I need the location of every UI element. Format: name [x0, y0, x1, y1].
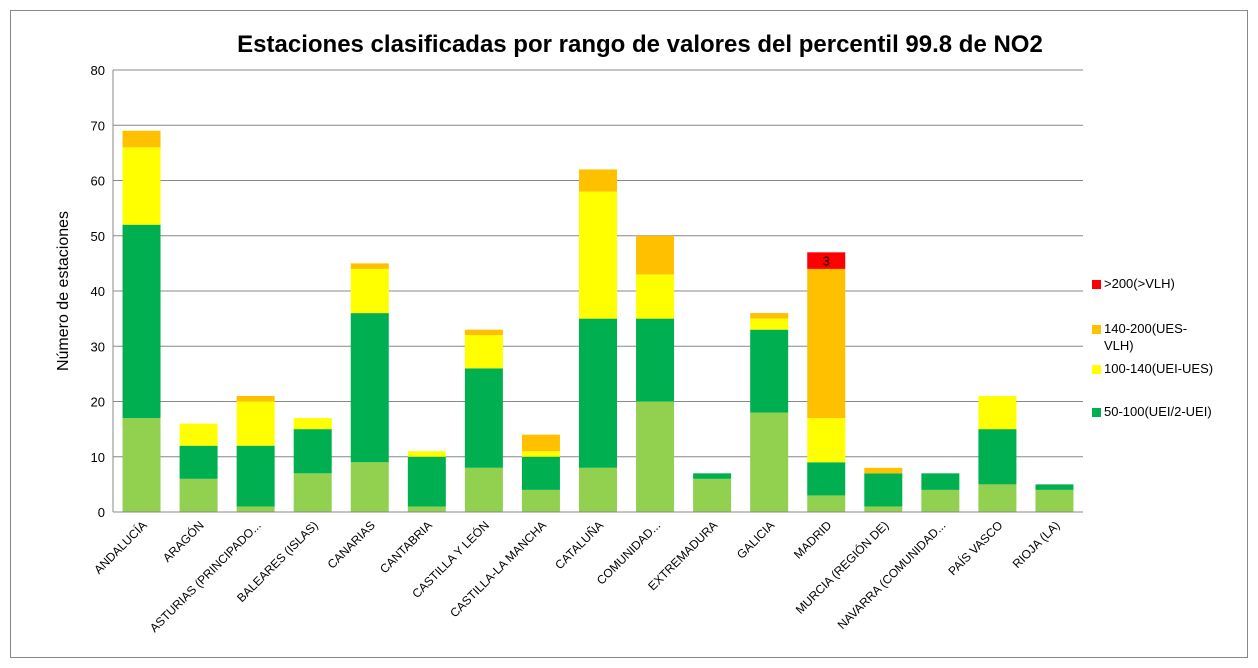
data-label: 3	[823, 254, 830, 269]
legend-label: 50-100(UEI/2-UEI)	[1104, 404, 1212, 419]
bar-segment	[293, 429, 332, 474]
chart-title: Estaciones clasificadas por rango de val…	[237, 31, 1043, 58]
legend-swatch	[1092, 280, 1101, 289]
bar-segment	[293, 418, 332, 430]
bar-segment	[579, 191, 617, 319]
bar-segment	[1035, 484, 1074, 490]
bar-segment	[579, 169, 617, 192]
x-tick-label: ASTURIAS (PRINCIPADO...	[147, 518, 264, 635]
bar-segment	[464, 467, 503, 512]
bar-segment	[750, 329, 789, 413]
y-tick-label: 40	[91, 284, 105, 299]
bar-segment	[750, 313, 789, 319]
x-tick-label: RIOJA (LA)	[1010, 518, 1063, 571]
y-axis-label: Número de estaciones	[55, 211, 72, 371]
bar-segment	[521, 456, 560, 490]
x-tick-label: GALICIA	[734, 518, 777, 561]
x-tick-label: MURCIA (REGIÓN DE)	[792, 518, 891, 617]
bar-segment	[407, 451, 446, 457]
bar-segment	[693, 473, 732, 479]
bar-segment	[407, 456, 446, 507]
bar-segment	[921, 489, 960, 512]
bar-segment	[236, 395, 275, 402]
bar-segment	[864, 473, 903, 507]
legend-swatch	[1092, 365, 1101, 374]
bar-segment	[236, 401, 275, 446]
legend-label: 100-140(UEI-UES)	[1104, 361, 1214, 376]
y-tick-label: 70	[91, 118, 105, 133]
x-tick-label: CASTILLA-LA MANCHA	[447, 518, 549, 620]
legend-swatch	[1092, 325, 1101, 334]
bar-segment	[807, 418, 846, 463]
bar-segment	[179, 445, 218, 479]
bar-segment	[464, 368, 503, 468]
bar-segment	[636, 401, 675, 512]
legend-label: 140-200(UES-VLH)	[1104, 321, 1188, 353]
x-tick-label: NAVARRA (COMUNIDAD...	[835, 518, 949, 632]
bar-segment	[864, 506, 903, 512]
bar-segment	[350, 263, 389, 269]
x-tick-label: ANDALUCÍA	[90, 518, 149, 577]
y-tick-label: 80	[91, 63, 105, 78]
y-tick-label: 50	[91, 229, 105, 244]
bar-segment	[350, 268, 389, 314]
bar-segment	[636, 274, 675, 319]
bar-segment	[750, 412, 789, 512]
bar-segment	[179, 478, 218, 512]
x-tick-label: CATALUÑA	[552, 518, 606, 572]
bar-segment	[122, 130, 161, 148]
bar-segment	[122, 147, 161, 225]
bar-segment	[807, 462, 846, 496]
y-tick-label: 20	[91, 395, 105, 410]
x-tick-label: CANTABRIA	[377, 518, 435, 576]
bar-segment	[978, 484, 1017, 512]
bar-segment	[1035, 489, 1074, 512]
x-tick-label: ARAGÓN	[159, 518, 206, 565]
bar-segment	[521, 489, 560, 512]
bar-segment	[579, 318, 617, 468]
x-tick-label: CANARIAS	[325, 518, 378, 571]
bar-segment	[236, 445, 275, 507]
bar-segment	[864, 467, 903, 474]
y-tick-label: 60	[91, 174, 105, 189]
bar-segment	[521, 434, 560, 452]
bar-segment	[750, 318, 789, 330]
bar-segment	[807, 268, 846, 419]
bar-segment	[293, 473, 332, 512]
bar-segment	[693, 478, 732, 512]
bar-segment	[521, 451, 560, 457]
chart-border	[10, 10, 1248, 658]
bar-segment	[464, 335, 503, 369]
y-tick-label: 30	[91, 339, 105, 354]
x-tick-label: PAÍS VASCO	[945, 518, 1006, 579]
bar-segment	[350, 462, 389, 512]
y-tick-label: 0	[98, 505, 105, 520]
y-tick-label: 10	[91, 450, 105, 465]
bar-segment	[636, 318, 675, 402]
bar-segment	[636, 235, 675, 275]
bar-segment	[978, 395, 1017, 430]
x-tick-label: MADRID	[791, 518, 835, 562]
bar-segment	[236, 506, 275, 512]
bar-segment	[464, 329, 503, 336]
bar-segment	[807, 252, 846, 269]
bar-segment	[978, 429, 1017, 485]
legend-swatch	[1092, 408, 1101, 417]
bar-segment	[921, 473, 960, 490]
bar-segment	[407, 506, 446, 512]
bar-segment	[122, 418, 161, 512]
bar-segment	[179, 423, 218, 446]
bar-segment	[122, 224, 161, 419]
bar-segment	[350, 313, 389, 463]
legend-label: >200(>VLH)	[1104, 276, 1175, 291]
bar-segment	[579, 467, 617, 512]
bar-segment	[807, 495, 846, 512]
